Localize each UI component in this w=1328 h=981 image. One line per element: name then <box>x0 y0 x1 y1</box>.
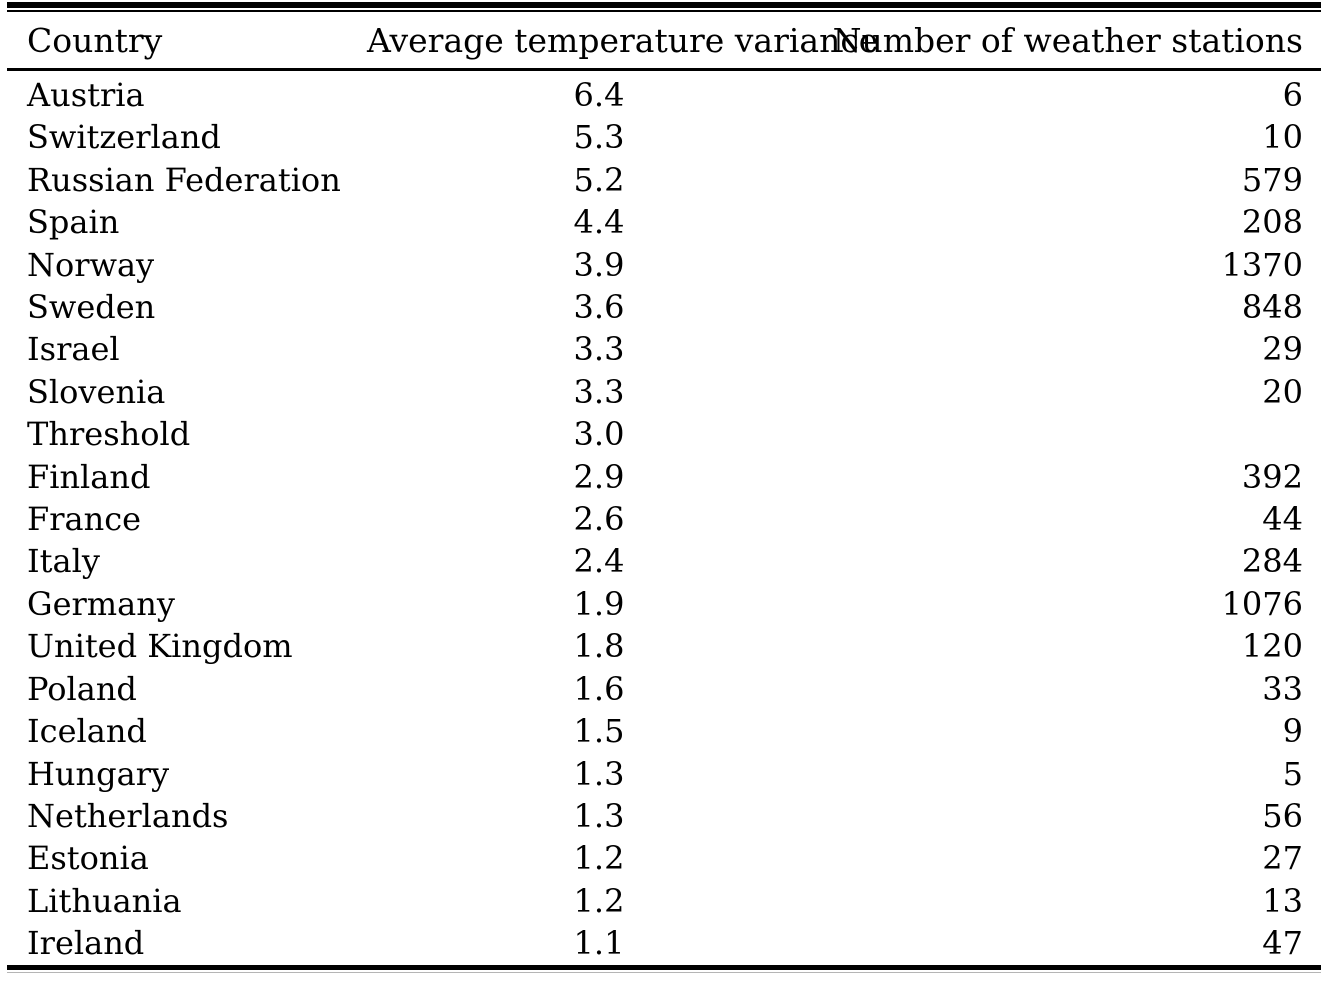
table-row: Poland 1.6 33 <box>7 668 1321 710</box>
table-row: Iceland 1.5 9 <box>7 710 1321 752</box>
stations-cell: 284 <box>1241 542 1303 581</box>
stations-cell: 120 <box>1241 627 1303 666</box>
stations-cell: 27 <box>1262 839 1303 878</box>
table-row: Lithuania 1.2 13 <box>7 880 1321 922</box>
variance-cell: 1.2 <box>573 881 625 920</box>
country-cell: Israel <box>27 330 120 369</box>
column-header-variance: Average temperature variance <box>367 12 878 71</box>
variance-cell: 4.4 <box>573 203 625 242</box>
stations-cell: 6 <box>1282 76 1303 114</box>
table-row: Israel 3.3 29 <box>7 328 1321 370</box>
stations-cell: 20 <box>1262 372 1303 411</box>
table-row: France 2.6 44 <box>7 498 1321 540</box>
column-header-stations: Number of weather stations <box>831 12 1321 71</box>
table-row: Finland 2.9 392 <box>7 456 1321 498</box>
stations-cell: 56 <box>1262 796 1303 835</box>
table-top-rule-thick <box>7 2 1321 8</box>
country-cell: Ireland <box>27 924 145 963</box>
table-row: Estonia 1.2 27 <box>7 837 1321 879</box>
country-cell: Italy <box>27 542 100 581</box>
stations-cell: 5 <box>1282 754 1303 793</box>
stations-cell: 44 <box>1262 500 1303 539</box>
country-cell: Poland <box>27 669 137 708</box>
table-row: Austria 6.4 6 <box>7 70 1321 117</box>
table-bottom-rule-echo <box>7 971 1321 973</box>
variance-cell: 1.3 <box>573 754 625 793</box>
stations-cell: 47 <box>1262 924 1303 963</box>
stations-cell: 848 <box>1241 288 1303 327</box>
variance-cell: 5.3 <box>573 118 625 157</box>
variance-cell: 5.2 <box>573 160 625 199</box>
stations-cell: 13 <box>1262 881 1303 920</box>
column-header-country: Country <box>7 12 367 71</box>
variance-cell: 1.5 <box>573 712 625 751</box>
variance-cell: 3.9 <box>573 245 625 284</box>
table-row: Sweden 3.6 848 <box>7 286 1321 328</box>
variance-cell: 6.4 <box>573 76 625 114</box>
variance-cell: 1.1 <box>573 924 625 963</box>
table-body: Austria 6.4 6 Switzerland 5.3 10 Russian Feder… <box>7 70 1321 965</box>
stations-cell: 1370 <box>1221 245 1303 284</box>
stations-cell: 29 <box>1262 330 1303 369</box>
country-cell: Hungary <box>27 754 170 793</box>
stations-cell: 10 <box>1262 118 1303 157</box>
country-cell: Slovenia <box>27 372 166 411</box>
country-cell: Iceland <box>27 712 147 751</box>
table-row: Germany 1.9 1076 <box>7 583 1321 625</box>
table-row: Ireland 1.1 47 <box>7 922 1321 964</box>
variance-cell: 1.9 <box>573 584 625 623</box>
country-variance-table: Country Average temperature variance Num… <box>7 12 1321 965</box>
table-row: Russian Federation 5.2 579 <box>7 159 1321 201</box>
variance-cell: 2.9 <box>573 457 625 496</box>
country-cell: Lithuania <box>27 881 182 920</box>
country-cell: Austria <box>27 76 145 114</box>
variance-cell: 3.0 <box>573 415 625 454</box>
table-bottom-rule <box>7 964 1321 970</box>
table-row: Slovenia 3.3 20 <box>7 371 1321 413</box>
table-row: Switzerland 5.3 10 <box>7 116 1321 158</box>
table-header: Country Average temperature variance Num… <box>7 12 1321 71</box>
table-top-rule-thin <box>7 10 1321 12</box>
stations-cell: 392 <box>1241 457 1303 496</box>
stations-cell: 579 <box>1241 160 1303 199</box>
variance-cell: 3.3 <box>573 372 625 411</box>
stations-cell: 1076 <box>1221 584 1303 623</box>
country-cell: Switzerland <box>27 118 221 157</box>
table-row: Spain 4.4 208 <box>7 201 1321 243</box>
stations-cell: 208 <box>1241 203 1303 242</box>
country-cell: Germany <box>27 584 175 623</box>
variance-cell: 3.3 <box>573 330 625 369</box>
variance-cell: 2.6 <box>573 500 625 539</box>
country-cell: Norway <box>27 245 155 284</box>
variance-cell: 2.4 <box>573 542 625 581</box>
variance-cell: 1.6 <box>573 669 625 708</box>
variance-cell: 3.6 <box>573 288 625 327</box>
table-row: Hungary 1.3 5 <box>7 753 1321 795</box>
table-row: Threshold 3.0 <box>7 413 1321 455</box>
variance-cell: 1.8 <box>573 627 625 666</box>
country-cell: Spain <box>27 203 120 242</box>
table-row: Italy 2.4 284 <box>7 540 1321 582</box>
stations-cell: 33 <box>1262 669 1303 708</box>
stations-cell: 9 <box>1282 712 1303 751</box>
table-row: Netherlands 1.3 56 <box>7 795 1321 837</box>
country-cell: Netherlands <box>27 796 229 835</box>
country-cell: United Kingdom <box>27 627 293 666</box>
country-cell: Estonia <box>27 839 149 878</box>
variance-cell: 1.3 <box>573 796 625 835</box>
variance-cell: 1.2 <box>573 839 625 878</box>
country-cell: Finland <box>27 457 151 496</box>
country-cell: France <box>27 500 142 539</box>
data-table-container: Country Average temperature variance Num… <box>7 0 1321 973</box>
table-header-row: Country Average temperature variance Num… <box>7 12 1321 71</box>
country-cell: Sweden <box>27 288 156 327</box>
table-row: United Kingdom 1.8 120 <box>7 625 1321 667</box>
country-cell: Threshold <box>27 415 191 454</box>
stations-cell <box>831 413 1321 455</box>
table-row: Norway 3.9 1370 <box>7 244 1321 286</box>
country-cell: Russian Federation <box>27 160 341 199</box>
